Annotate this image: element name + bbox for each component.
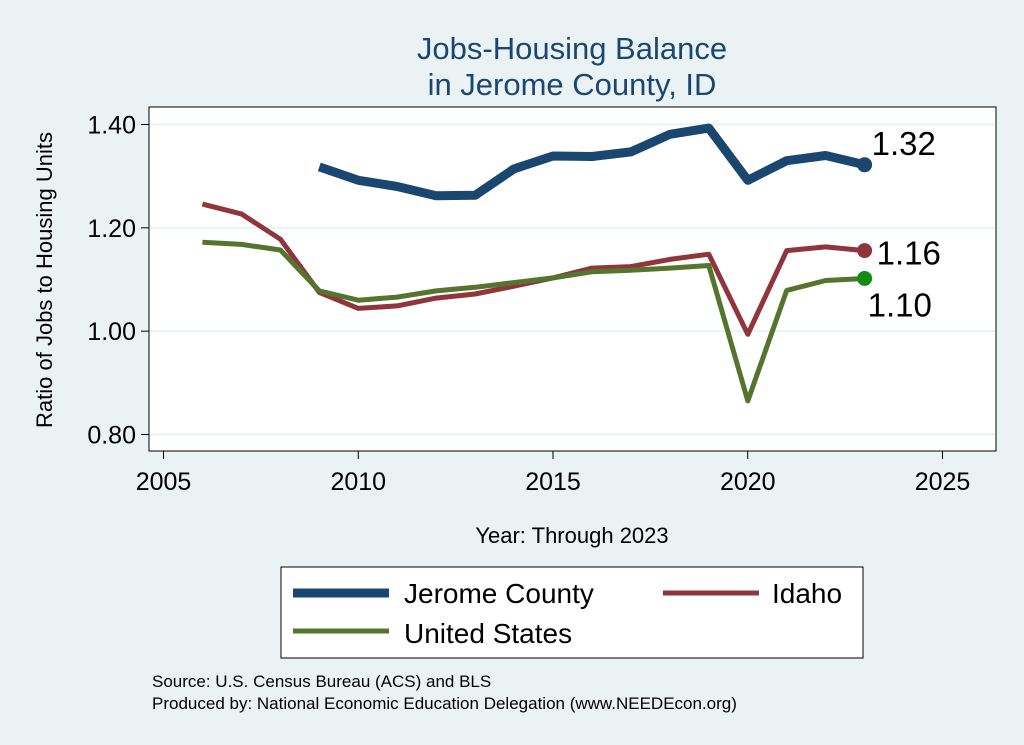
legend: Jerome County Idaho United States bbox=[280, 566, 864, 659]
end-label-united-states: 1.10 bbox=[868, 286, 932, 323]
y-tick-label: 1.00 bbox=[87, 318, 136, 346]
y-tick-label: 1.20 bbox=[87, 215, 136, 243]
x-axis-label: Year: Through 2023 bbox=[475, 523, 668, 548]
gridlines bbox=[150, 123, 995, 436]
x-tick-label: 2025 bbox=[915, 468, 971, 496]
end-label-jerome-county: 1.32 bbox=[872, 125, 936, 162]
legend-label-jerome-county: Jerome County bbox=[404, 578, 594, 609]
legend-label-idaho: Idaho bbox=[772, 578, 842, 609]
chart-title-line-2: in Jerome County, ID bbox=[428, 67, 717, 102]
axes bbox=[148, 107, 996, 452]
series-line-united-states bbox=[202, 239, 865, 404]
y-ticks: 0.80 1.00 1.20 1.40 bbox=[87, 112, 149, 450]
y-tick-label: 0.80 bbox=[87, 422, 136, 450]
x-tick-label: 2020 bbox=[720, 468, 776, 496]
producer-note: Produced by: National Economic Education… bbox=[152, 694, 737, 713]
end-labels: 1.32 1.16 1.10 bbox=[868, 125, 941, 324]
series-line-jerome-county bbox=[317, 123, 866, 201]
legend-label-united-states: United States bbox=[404, 618, 572, 649]
series-lines bbox=[201, 123, 866, 404]
chart-title-line-1: Jobs-Housing Balance bbox=[417, 31, 727, 66]
source-note: Source: U.S. Census Bureau (ACS) and BLS bbox=[152, 672, 491, 691]
y-axis-label: Ratio of Jobs to Housing Units bbox=[32, 132, 57, 428]
x-ticks: 2005 2010 2015 2020 2025 bbox=[136, 451, 971, 496]
x-tick-label: 2010 bbox=[330, 468, 386, 496]
end-label-idaho: 1.16 bbox=[877, 235, 941, 272]
y-tick-label: 1.40 bbox=[87, 112, 136, 140]
end-marker-idaho bbox=[857, 243, 873, 259]
end-markers bbox=[857, 157, 873, 286]
end-marker-jerome-county bbox=[857, 157, 873, 173]
end-marker-united-states bbox=[857, 270, 873, 286]
x-tick-label: 2005 bbox=[136, 468, 192, 496]
legend-box bbox=[280, 566, 864, 659]
x-tick-label: 2015 bbox=[525, 468, 581, 496]
